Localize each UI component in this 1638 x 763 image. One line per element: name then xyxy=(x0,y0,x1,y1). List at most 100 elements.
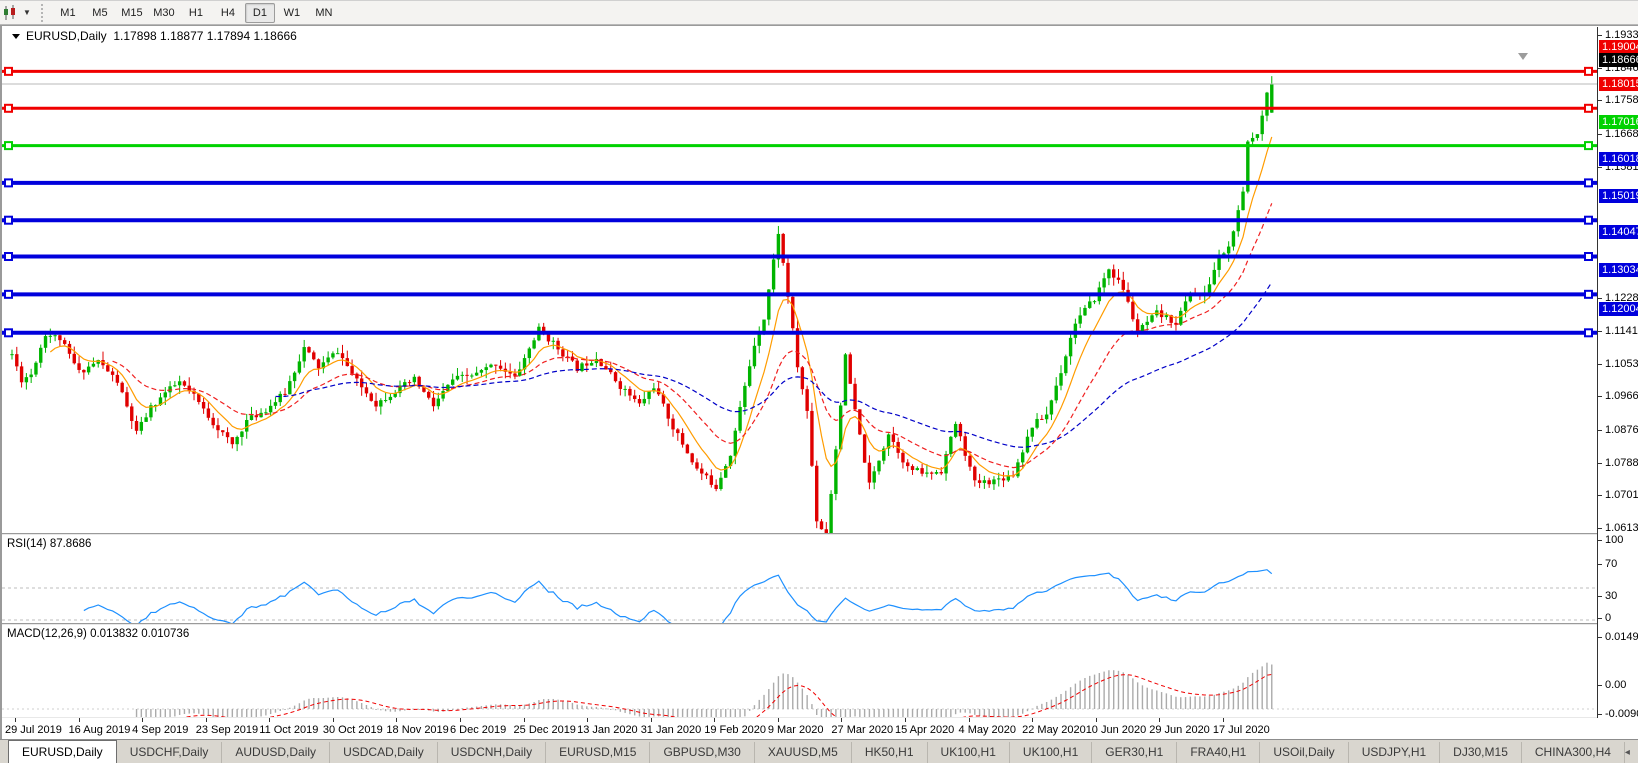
symbol-tab-usdcad-daily[interactable]: USDCAD,Daily xyxy=(330,742,438,763)
symbol-tab-usdjpy-h1[interactable]: USDJPY,H1 xyxy=(1349,742,1441,763)
date-tick-mark xyxy=(142,718,144,722)
axis-tick-mark xyxy=(1598,564,1602,565)
panel-separator[interactable] xyxy=(2,623,1599,625)
hline-price-badge: 1.15019 xyxy=(1599,189,1638,204)
timeframe-button-m5[interactable]: M5 xyxy=(85,3,115,23)
date-axis-label: 10 Jun 2020 xyxy=(1085,724,1147,736)
candlestick-tool-icon xyxy=(2,4,19,21)
timeframe-toolbar: ▼ M1 M5 M15 M30 H1 H4 D1 W1 MN xyxy=(0,1,1638,25)
price-axis-label: 1.19335 xyxy=(1605,29,1638,41)
axis-tick-mark xyxy=(1598,429,1602,431)
rsi-axis-label: 70 xyxy=(1605,558,1618,570)
symbol-tab-audusd-daily[interactable]: AUDUSD,Daily xyxy=(222,742,331,763)
panel-bottom-border xyxy=(2,717,1599,718)
date-axis-label: 4 Sep 2019 xyxy=(132,724,189,736)
date-tick-mark xyxy=(78,718,80,722)
axis-tick-mark xyxy=(1598,100,1602,102)
timeframe-buttons: M1 M5 M15 M30 H1 H4 D1 W1 MN xyxy=(52,2,340,23)
axis-tick-mark xyxy=(1598,714,1602,715)
macd-chart-canvas[interactable] xyxy=(2,625,1599,717)
date-axis-label: 15 Apr 2020 xyxy=(894,724,955,736)
date-axis-label: 27 Mar 2020 xyxy=(831,724,894,736)
rsi-axis-label: 30 xyxy=(1605,590,1618,602)
panel-separator[interactable] xyxy=(2,533,1599,535)
symbol-tab-china300-h4[interactable]: CHINA300,H4 xyxy=(1522,742,1625,763)
date-axis-label: 17 Jul 2020 xyxy=(1212,724,1270,736)
date-axis-label: 29 Jun 2020 xyxy=(1149,724,1210,736)
symbol-tab-usdcnh-daily[interactable]: USDCNH,Daily xyxy=(438,742,547,763)
symbol-tab-eurusd-m15[interactable]: EURUSD,M15 xyxy=(546,742,651,763)
date-tick-mark xyxy=(1159,718,1161,722)
symbol-tab-uk100-h1[interactable]: UK100,H1 xyxy=(1010,742,1093,763)
macd-axis-label: -0.009018 xyxy=(1605,708,1638,720)
axis-tick-mark xyxy=(1598,298,1602,300)
hline-price-badge: 1.12004 xyxy=(1599,301,1638,316)
axis-tick-mark xyxy=(1598,133,1602,135)
symbol-tab-fra40-h1[interactable]: FRA40,H1 xyxy=(1177,742,1261,763)
price-axis-label: 1.16685 xyxy=(1605,127,1638,140)
price-axis-column[interactable]: 1.193351.184601.175851.166851.158101.122… xyxy=(1597,27,1638,720)
symbol-tab-dj30-m15[interactable]: DJ30,M15 xyxy=(1440,742,1522,763)
date-tick-mark xyxy=(968,718,970,722)
date-axis-label: 4 May 2020 xyxy=(958,724,1017,736)
price-axis-label: 1.17585 xyxy=(1605,94,1638,107)
axis-tick-mark xyxy=(1598,396,1602,398)
tab-scroll-left-icon[interactable]: ◂ xyxy=(1624,746,1630,758)
date-axis-label: 19 Feb 2020 xyxy=(704,724,767,736)
timeframe-button-mn[interactable]: MN xyxy=(309,3,339,23)
axis-tick-mark xyxy=(1598,166,1602,168)
date-axis[interactable]: 29 Jul 2019 16 Aug 2019 4 Sep 2019 23 Sep 2… xyxy=(2,718,1638,740)
price-axis-label: 1.09660 xyxy=(1605,390,1638,403)
symbol-tab-eurusd-daily[interactable]: EURUSD,Daily xyxy=(8,740,117,763)
timeframe-button-m1[interactable]: M1 xyxy=(53,3,83,23)
hline-price-badge: 1.14047 xyxy=(1599,225,1638,240)
date-axis-label: 23 Sep 2019 xyxy=(195,724,259,736)
symbol-tab-uk100-h1[interactable]: UK100,H1 xyxy=(928,742,1010,763)
price-axis-label: 1.10535 xyxy=(1605,357,1638,370)
symbol-tab-gbpusd-m30[interactable]: GBPUSD,M30 xyxy=(650,742,755,763)
hline-price-badge: 1.17016 xyxy=(1599,114,1638,129)
rsi-indicator-label: RSI(14) 87.8686 xyxy=(7,538,92,550)
date-axis-label: 29 Jul 2019 xyxy=(5,724,62,736)
chart-title-row[interactable]: EURUSD,Daily 1.17898 1.18877 1.17894 1.1… xyxy=(10,29,297,43)
timeframe-button-h1[interactable]: H1 xyxy=(181,3,211,23)
rsi-chart-canvas[interactable] xyxy=(2,535,1599,623)
symbol-tab-usdchf-daily[interactable]: USDCHF,Daily xyxy=(117,742,223,763)
price-chart-canvas[interactable] xyxy=(2,27,1599,533)
date-axis-label: 16 Aug 2019 xyxy=(68,724,131,736)
timeframe-button-m30[interactable]: M30 xyxy=(149,3,179,23)
chevron-down-icon: ▼ xyxy=(23,8,31,17)
axis-tick-mark xyxy=(1598,363,1602,365)
date-tick-mark xyxy=(1222,718,1224,722)
date-axis-label: 25 Dec 2019 xyxy=(513,724,576,736)
hline-price-badge: 1.13034 xyxy=(1599,263,1638,278)
timeframe-button-m15[interactable]: M15 xyxy=(117,3,147,23)
chart-tool-button[interactable]: ▼ xyxy=(0,1,37,24)
symbol-tab-xauusd-m5[interactable]: XAUUSD,M5 xyxy=(755,742,852,763)
axis-tick-mark xyxy=(1598,330,1602,332)
toolbar-grip xyxy=(40,3,48,22)
symbol-tab-usoil-daily[interactable]: USOil,Daily xyxy=(1260,742,1349,763)
date-tick-mark xyxy=(587,718,589,722)
date-axis-label: 22 May 2020 xyxy=(1022,724,1086,736)
symbol-tabs: EURUSD,Daily USDCHF,Daily AUDUSD,Daily USDC… xyxy=(0,740,1625,763)
timeframe-button-w1[interactable]: W1 xyxy=(277,3,307,23)
axis-tick-mark xyxy=(1598,637,1602,638)
date-tick-mark xyxy=(1095,718,1097,722)
date-tick-mark xyxy=(841,718,843,722)
date-tick-mark xyxy=(15,718,16,722)
axis-tick-mark xyxy=(1598,596,1602,597)
symbol-tab-ger30-h1[interactable]: GER30,H1 xyxy=(1092,742,1178,763)
timeframe-button-d1[interactable]: D1 xyxy=(244,2,275,23)
hline-price-badge: 1.18015 xyxy=(1599,77,1638,92)
symbol-tab-hk50-h1[interactable]: HK50,H1 xyxy=(852,742,928,763)
timeframe-button-h4[interactable]: H4 xyxy=(213,3,243,23)
date-axis-label: 31 Jan 2020 xyxy=(640,724,702,736)
date-axis-label: 13 Jan 2020 xyxy=(577,724,638,736)
macd-axis-label: 0.00 xyxy=(1605,679,1627,691)
rsi-axis-label: 0 xyxy=(1605,612,1612,624)
axis-tick-mark xyxy=(1598,618,1602,619)
date-tick-mark xyxy=(714,718,716,722)
macd-axis-label: 0.014921 xyxy=(1605,631,1638,643)
axis-tick-mark xyxy=(1598,462,1602,464)
